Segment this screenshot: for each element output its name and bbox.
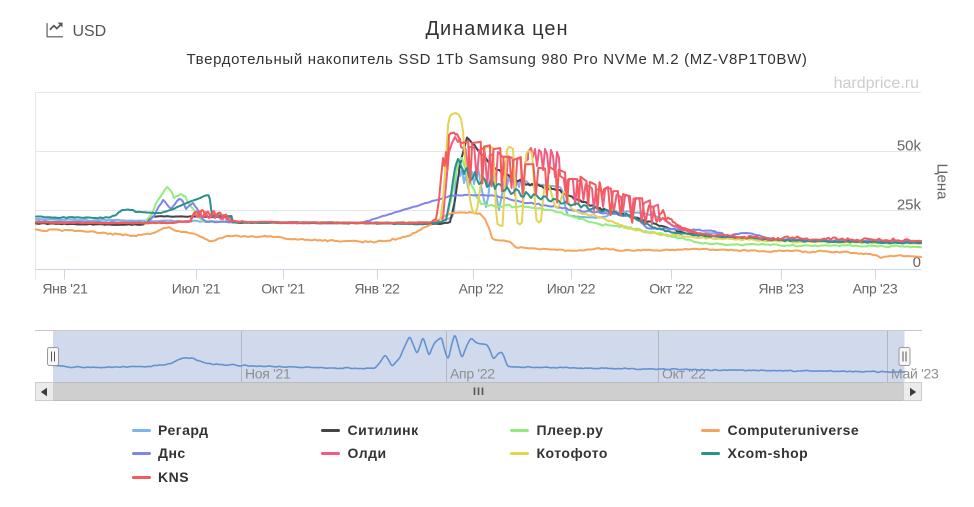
svg-text:Апр '22: Апр '22 [459,281,504,297]
svg-text:Цена: Цена [934,163,951,200]
svg-text:0: 0 [913,254,921,271]
svg-text:Янв '22: Янв '22 [354,281,400,297]
svg-text:25k: 25k [897,197,922,214]
svg-text:Апр '22: Апр '22 [450,366,495,382]
svg-text:Окт '22: Окт '22 [662,366,706,382]
svg-text:50k: 50k [897,138,922,155]
svg-text:Ноя '21: Ноя '21 [245,366,291,382]
svg-text:Окт '22: Окт '22 [649,281,693,297]
svg-text:Окт '21: Окт '21 [261,281,305,297]
svg-text:Июл '21: Июл '21 [172,281,221,297]
svg-text:Янв '21: Янв '21 [42,281,88,297]
svg-text:Янв '23: Янв '23 [758,281,804,297]
svg-text:Апр '23: Апр '23 [853,281,898,297]
svg-text:Май '23: Май '23 [891,366,939,382]
svg-text:Июл '22: Июл '22 [547,281,596,297]
